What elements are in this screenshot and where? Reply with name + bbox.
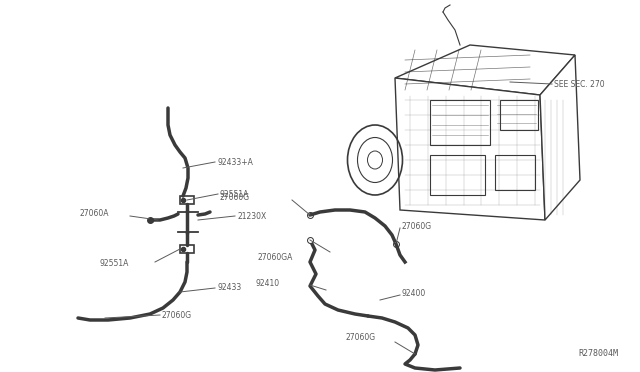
Text: 92551A: 92551A [100, 260, 129, 269]
Text: 92433: 92433 [217, 283, 241, 292]
Bar [495, 155, 535, 190]
Bar [180, 196, 194, 204]
Text: 21230X: 21230X [237, 212, 266, 221]
Text: 27060G: 27060G [162, 311, 192, 320]
Text: 27060G: 27060G [345, 334, 375, 343]
Text: 92410: 92410 [255, 279, 279, 288]
Text: 92433+A: 92433+A [217, 157, 253, 167]
Bar [180, 245, 194, 253]
Text: 92400: 92400 [402, 289, 426, 298]
Text: SEE SEC. 270: SEE SEC. 270 [554, 80, 605, 89]
Text: 27060G: 27060G [220, 192, 250, 202]
Polygon shape [540, 55, 580, 220]
Bar [430, 155, 485, 195]
Text: R278004M: R278004M [578, 349, 618, 358]
Bar [500, 100, 538, 130]
Polygon shape [395, 78, 545, 220]
Polygon shape [395, 45, 575, 95]
Text: 27060A: 27060A [80, 208, 109, 218]
Bar [430, 100, 490, 145]
Text: 92551A: 92551A [220, 189, 250, 199]
Text: 27060GA: 27060GA [258, 253, 293, 262]
Text: 27060G: 27060G [402, 221, 432, 231]
